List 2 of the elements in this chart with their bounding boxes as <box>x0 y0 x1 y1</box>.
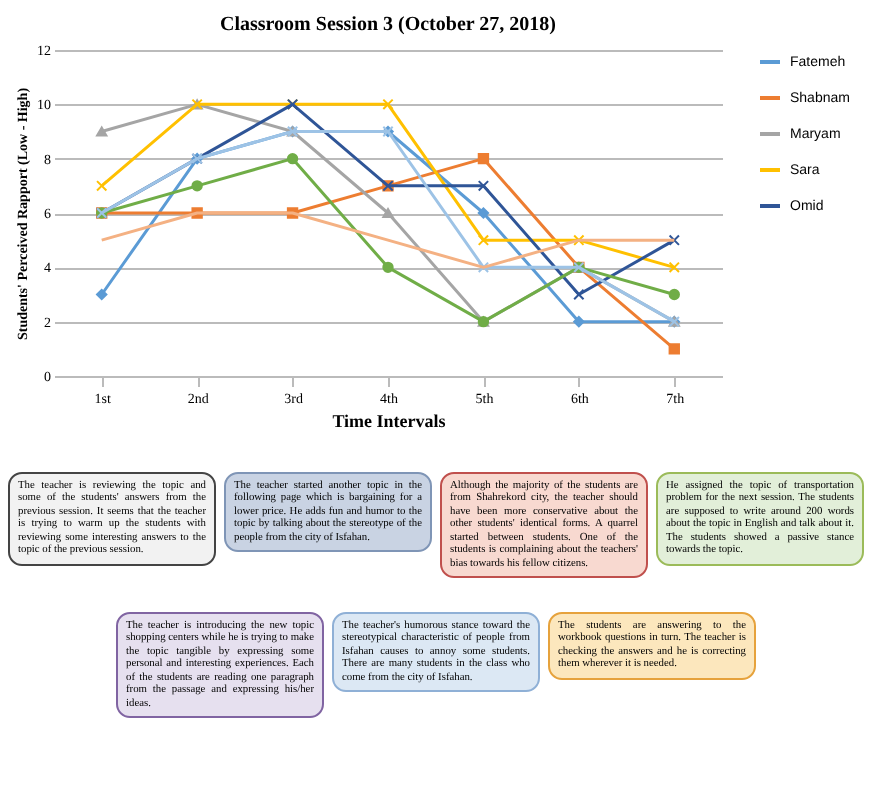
x-axis-title: Time Intervals <box>332 411 447 431</box>
chart-title: Classroom Session 3 (October 27, 2018) <box>220 14 556 36</box>
